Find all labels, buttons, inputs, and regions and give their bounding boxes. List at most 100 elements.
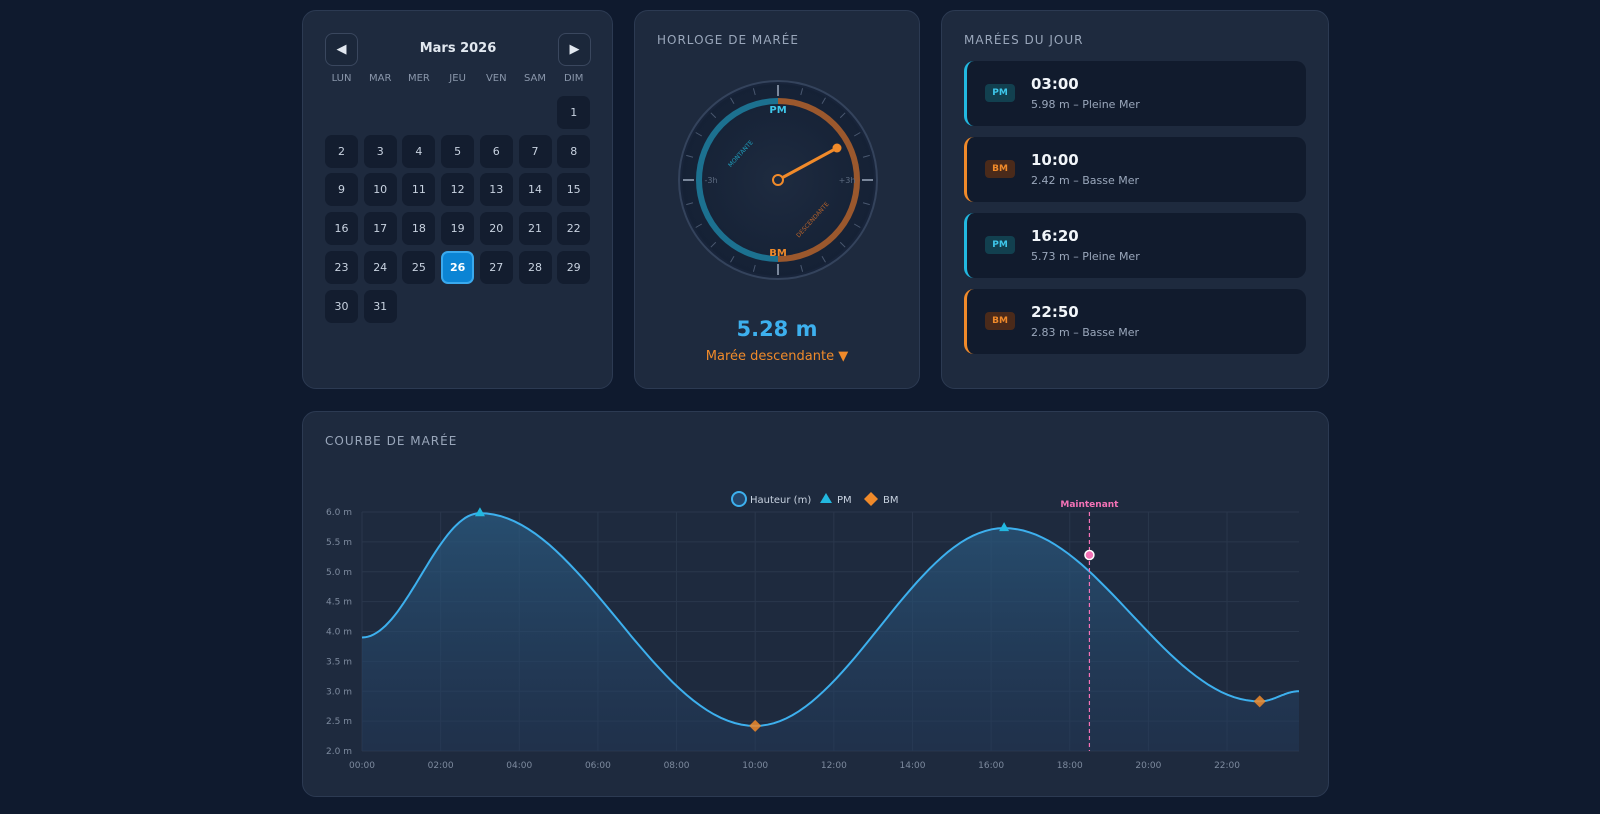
y-tick-label: 3.5 m [326,657,352,667]
dial-tick [839,112,846,119]
tide-type-badge: PM [985,84,1015,102]
falling-arc [777,98,860,262]
x-tick-label: 04:00 [506,761,532,771]
dial-tick [800,264,804,272]
tide-time: 16:20 [1031,227,1079,245]
tide-item-bm: BM 10:00 2.42 m – Basse Mer [964,137,1306,202]
calendar-day[interactable]: 22 [557,212,591,246]
x-tick-label: 18:00 [1057,761,1083,771]
calendar-day[interactable]: 6 [479,134,513,168]
calendar-day[interactable]: 18 [402,212,436,246]
calendar-day[interactable]: 2 [325,134,358,168]
bm-marker [749,719,762,732]
tide-clock-card: HORLOGE DE MARÉE PM BM -3h +3h MONTANTE … [634,10,920,389]
legend-height-label: Hauteur (m) [750,495,811,506]
tide-curve-chart: 6.0 m 5.5 m 5.0 m 4.5 m 4.0 m 3.5 m 3.0 m 2.5 m… [326,491,1299,771]
y-tick-label: 2.5 m [326,717,352,727]
calendar-day[interactable]: 4 [402,134,436,168]
calendar-day[interactable]: 8 [557,134,591,168]
x-tick-label: 16:00 [978,761,1004,771]
rising-arc [696,98,779,262]
calendar-day[interactable]: 27 [479,250,513,284]
weekday-label: VEN [485,73,507,84]
tide-item-bm: BM 22:50 2.83 m – Basse Mer [964,289,1306,354]
calendar-day[interactable]: 14 [518,173,552,207]
calendar-day[interactable]: 21 [518,212,552,246]
calendar-day[interactable]: 16 [325,212,358,246]
dial-tick [686,154,694,158]
weekday-label: DIM [564,73,584,84]
dial-tick [821,255,826,263]
weekday-label: SAM [523,73,546,84]
calendar-day[interactable]: 5 [441,134,475,168]
calendar-day[interactable]: 7 [518,134,552,168]
dial-plus3h-label: +3h [839,176,856,185]
y-tick-label: 2.0 m [326,747,352,757]
tide-time: 22:50 [1031,303,1079,321]
x-tick-label: 10:00 [742,761,768,771]
tide-type-badge: PM [985,236,1015,254]
calendar-day[interactable]: 11 [402,173,436,207]
x-tick-label: 14:00 [900,761,926,771]
x-tick-label: 08:00 [664,761,690,771]
x-tick-label: 20:00 [1135,761,1161,771]
dial-tick [686,202,694,206]
tide-time: 03:00 [1031,75,1079,93]
calendar-day[interactable]: 17 [363,212,397,246]
calendar-day[interactable]: 19 [441,212,475,246]
calendar-day[interactable]: 9 [325,173,358,207]
y-tick-label: 4.0 m [326,628,352,638]
dial-tick [821,97,826,105]
legend-bm-swatch [864,492,878,506]
calendar-day[interactable]: 12 [441,173,475,207]
x-tick-label: 22:00 [1214,761,1240,771]
dial-hand-tip [832,143,842,153]
dial-hand [776,146,839,182]
dial-tick [853,223,861,228]
tide-item-pm: PM 03:00 5.98 m – Pleine Mer [964,61,1306,126]
x-tick-label: 06:00 [585,761,611,771]
calendar-day[interactable]: 24 [363,250,397,284]
next-month-button[interactable]: ▶ [558,33,591,66]
weekday-label: JEU [449,73,466,84]
calendar-day[interactable]: 3 [363,134,397,168]
tide-status-text: Marée descendante ▼ [705,349,849,364]
calendar-day[interactable]: 20 [479,212,513,246]
dial-tick [853,132,861,137]
tide-type-badge: BM [985,160,1015,178]
dial-ticks [683,85,873,275]
tide-curve-title: COURBE DE MARÉE [325,434,458,448]
dial-tick [710,241,717,248]
calendar-day[interactable]: 30 [325,289,358,323]
calendar-day[interactable]: 28 [518,250,552,284]
bm-marker [1253,695,1266,708]
calendar-day[interactable]: 13 [479,173,513,207]
calendar-day[interactable]: 1 [557,96,591,129]
dial-tick [800,88,804,96]
calendar-day[interactable]: 15 [557,173,591,207]
dial-tick [839,241,846,248]
tide-item-pm: PM 16:20 5.73 m – Pleine Mer [964,213,1306,278]
tides-of-day-title: MARÉES DU JOUR [964,33,1084,47]
prev-month-button[interactable]: ◀ [325,33,358,66]
calendar-day[interactable]: 23 [325,250,358,284]
calendar-day-selected[interactable]: 26 [441,250,475,284]
tides-of-day-card: MARÉES DU JOUR PM 03:00 5.98 m – Pleine Me… [941,10,1329,389]
calendar-day[interactable]: 29 [557,250,591,284]
calendar-day[interactable]: 25 [402,250,436,284]
y-tick-label: 5.5 m [326,538,352,548]
y-tick-label: 4.5 m [326,598,352,608]
y-tick-label: 3.0 m [326,687,352,697]
dial-tick [730,97,735,105]
current-height-value: 5.28 m [736,317,818,341]
height-area-fill [362,513,1299,751]
tide-type-badge: BM [985,312,1015,330]
pm-marker [999,522,1010,532]
calendar-day[interactable]: 10 [363,173,397,207]
dial-tick [752,88,756,96]
tide-description: 2.83 m – Basse Mer [1031,326,1139,339]
dial-bm-label: BM [769,248,787,259]
calendar-day[interactable]: 31 [363,289,397,323]
dial-tick [752,264,756,272]
